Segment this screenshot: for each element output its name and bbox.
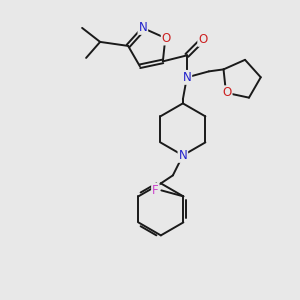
Text: N: N [178, 149, 187, 162]
Text: O: O [222, 86, 232, 99]
Text: F: F [152, 184, 159, 197]
Text: N: N [139, 21, 147, 34]
Text: O: O [162, 32, 171, 44]
Text: O: O [198, 33, 208, 46]
Text: N: N [182, 71, 191, 84]
